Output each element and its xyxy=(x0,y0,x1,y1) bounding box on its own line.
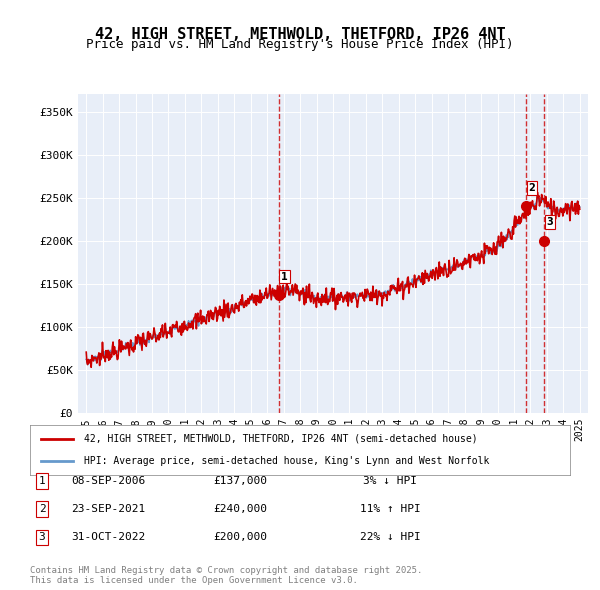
Text: HPI: Average price, semi-detached house, King's Lynn and West Norfolk: HPI: Average price, semi-detached house,… xyxy=(84,456,490,466)
Text: 2: 2 xyxy=(529,183,535,193)
Text: Price paid vs. HM Land Registry's House Price Index (HPI): Price paid vs. HM Land Registry's House … xyxy=(86,38,514,51)
Text: 3: 3 xyxy=(547,217,553,227)
Text: Contains HM Land Registry data © Crown copyright and database right 2025.
This d: Contains HM Land Registry data © Crown c… xyxy=(30,566,422,585)
Text: 1: 1 xyxy=(281,271,288,281)
Text: £200,000: £200,000 xyxy=(213,533,267,542)
Text: 3% ↓ HPI: 3% ↓ HPI xyxy=(363,476,417,486)
Text: £137,000: £137,000 xyxy=(213,476,267,486)
Text: 23-SEP-2021: 23-SEP-2021 xyxy=(71,504,145,514)
Text: 31-OCT-2022: 31-OCT-2022 xyxy=(71,533,145,542)
Text: 08-SEP-2006: 08-SEP-2006 xyxy=(71,476,145,486)
Text: 1: 1 xyxy=(38,476,46,486)
Text: 42, HIGH STREET, METHWOLD, THETFORD, IP26 4NT (semi-detached house): 42, HIGH STREET, METHWOLD, THETFORD, IP2… xyxy=(84,434,478,444)
Text: 3: 3 xyxy=(38,533,46,542)
Text: 11% ↑ HPI: 11% ↑ HPI xyxy=(359,504,421,514)
Text: £240,000: £240,000 xyxy=(213,504,267,514)
Text: 42, HIGH STREET, METHWOLD, THETFORD, IP26 4NT: 42, HIGH STREET, METHWOLD, THETFORD, IP2… xyxy=(95,27,505,41)
Text: 2: 2 xyxy=(38,504,46,514)
Text: 22% ↓ HPI: 22% ↓ HPI xyxy=(359,533,421,542)
